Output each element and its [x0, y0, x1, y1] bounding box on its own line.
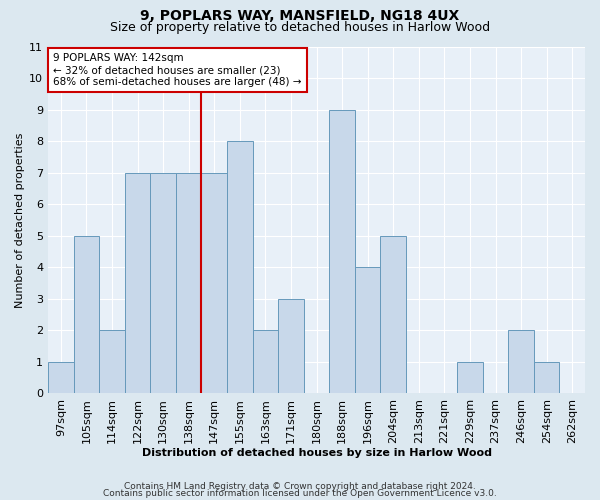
- Bar: [227, 141, 253, 394]
- Text: 9 POPLARS WAY: 142sqm
← 32% of detached houses are smaller (23)
68% of semi-deta: 9 POPLARS WAY: 142sqm ← 32% of detached …: [53, 54, 302, 86]
- Text: Size of property relative to detached houses in Harlow Wood: Size of property relative to detached ho…: [110, 22, 490, 35]
- Y-axis label: Number of detached properties: Number of detached properties: [15, 132, 25, 308]
- Bar: [380, 236, 406, 394]
- Bar: [125, 172, 151, 394]
- Bar: [534, 362, 559, 394]
- Text: Contains public sector information licensed under the Open Government Licence v3: Contains public sector information licen…: [103, 488, 497, 498]
- Bar: [253, 330, 278, 394]
- X-axis label: Distribution of detached houses by size in Harlow Wood: Distribution of detached houses by size …: [142, 448, 491, 458]
- Bar: [278, 299, 304, 394]
- Text: 9, POPLARS WAY, MANSFIELD, NG18 4UX: 9, POPLARS WAY, MANSFIELD, NG18 4UX: [140, 9, 460, 23]
- Bar: [457, 362, 483, 394]
- Bar: [151, 172, 176, 394]
- Bar: [329, 110, 355, 394]
- Bar: [74, 236, 99, 394]
- Text: Contains HM Land Registry data © Crown copyright and database right 2024.: Contains HM Land Registry data © Crown c…: [124, 482, 476, 491]
- Bar: [355, 267, 380, 394]
- Bar: [48, 362, 74, 394]
- Bar: [508, 330, 534, 394]
- Bar: [176, 172, 202, 394]
- Bar: [99, 330, 125, 394]
- Bar: [202, 172, 227, 394]
